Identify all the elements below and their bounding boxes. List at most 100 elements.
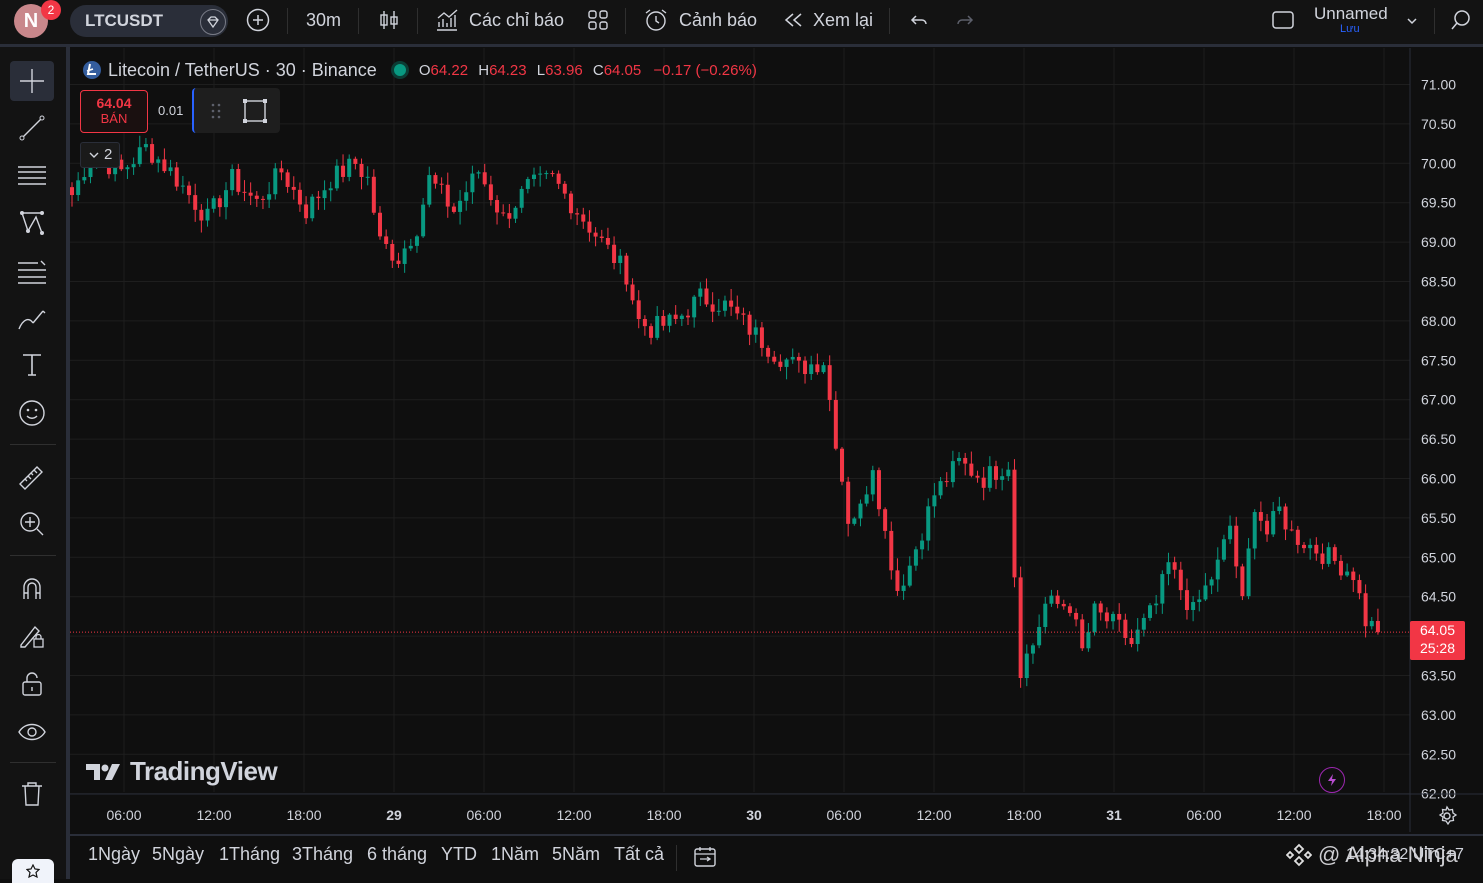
- remove-drawings-tool[interactable]: [10, 774, 54, 814]
- utc-clock[interactable]: 14:34:32 UTC+7: [1346, 846, 1464, 863]
- grid-layout-icon: [588, 10, 608, 30]
- magnet-tool[interactable]: [10, 568, 54, 608]
- candle-body: [1055, 595, 1060, 604]
- candle: [716, 298, 721, 316]
- candle: [1160, 570, 1165, 614]
- range-3m[interactable]: 3Tháng: [292, 844, 354, 864]
- candle-body: [76, 180, 81, 196]
- candle-body: [1228, 525, 1233, 540]
- brush-tool[interactable]: [10, 299, 54, 339]
- candle: [82, 166, 87, 184]
- lock-all-tool[interactable]: [10, 664, 54, 704]
- ruler-tool[interactable]: [10, 457, 54, 497]
- y-tick-label: 67.00: [1421, 392, 1456, 408]
- candle-body: [1252, 512, 1257, 549]
- forecast-icon: [18, 260, 46, 284]
- candle-body: [1154, 603, 1159, 606]
- candle: [864, 486, 869, 507]
- indicators-button[interactable]: Các chỉ báo: [434, 0, 564, 40]
- candle-body: [944, 481, 949, 483]
- candle-body: [291, 186, 296, 190]
- candlestick-chart[interactable]: 71.00 70.50 70.00 69.50 69.00 68.50 68.00 67.50…: [70, 48, 1483, 832]
- candle-body: [994, 466, 998, 480]
- candle: [513, 206, 518, 223]
- chart-type-button[interactable]: [377, 0, 401, 40]
- select-area-icon[interactable]: [240, 96, 270, 126]
- candle: [495, 195, 500, 225]
- undo-button[interactable]: [907, 0, 931, 40]
- range-1y[interactable]: 1Năm: [491, 844, 540, 864]
- object-tree-tool[interactable]: [12, 859, 54, 883]
- drag-handle-icon[interactable]: [210, 102, 222, 120]
- range-5y[interactable]: 5Năm: [552, 844, 601, 864]
- range-1m[interactable]: 1Tháng: [219, 844, 281, 864]
- candle-body: [1295, 529, 1300, 545]
- range-1d[interactable]: 1Ngày: [88, 844, 141, 864]
- candle-body: [242, 191, 247, 193]
- replay-button[interactable]: Xem lại: [781, 0, 873, 40]
- x-tick-label: 18:00: [1006, 807, 1041, 823]
- symbol-search-button[interactable]: LTCUSDT: [70, 5, 228, 37]
- interval-button[interactable]: 30m: [306, 0, 341, 40]
- crosshair-tool[interactable]: [10, 61, 54, 101]
- candle: [384, 229, 389, 249]
- candle-body: [1369, 620, 1374, 627]
- text-tool[interactable]: [10, 345, 54, 385]
- candle: [316, 190, 321, 210]
- fib-tool[interactable]: [10, 155, 54, 195]
- replay-label: Xem lại: [813, 9, 874, 30]
- diamond-icon[interactable]: [200, 9, 226, 35]
- floating-toolbar[interactable]: [192, 88, 280, 133]
- candle-body: [1030, 645, 1035, 654]
- candle-body: [433, 175, 438, 184]
- trend-line-tool[interactable]: [10, 108, 54, 148]
- candle-body: [790, 356, 795, 360]
- zoom-in-tool[interactable]: [10, 504, 54, 544]
- toolbar-separator: [1434, 8, 1435, 34]
- candle-body: [316, 196, 321, 199]
- layout-name-button[interactable]: Unnamed Lưu: [1314, 4, 1424, 38]
- candle: [568, 190, 573, 220]
- candle-body: [661, 315, 666, 326]
- sell-label: BÁN: [100, 111, 128, 126]
- x-tick-label: 06:00: [826, 807, 861, 823]
- candle: [747, 311, 752, 346]
- quick-search-button[interactable]: [1449, 0, 1473, 40]
- chevron-down-icon: [89, 152, 99, 158]
- sell-button[interactable]: 64.04 BÁN: [80, 90, 148, 133]
- chart-area[interactable]: 71.00 70.50 70.00 69.50 69.00 68.50 68.00 67.50…: [70, 48, 1483, 832]
- range-5d[interactable]: 5Ngày: [152, 844, 205, 864]
- date-range-button[interactable]: [692, 844, 718, 875]
- lightning-button[interactable]: [1319, 767, 1345, 793]
- alert-button[interactable]: Cảnh báo: [643, 0, 757, 40]
- lightning-icon: [1328, 774, 1336, 786]
- candle-body: [981, 477, 986, 488]
- range-ytd[interactable]: YTD: [441, 844, 477, 864]
- symbol-title[interactable]: Litecoin / TetherUS · 30 · Binance: [108, 59, 377, 80]
- forecast-tool[interactable]: [10, 251, 54, 291]
- lock-drawing-tool[interactable]: [10, 616, 54, 656]
- candle: [205, 198, 210, 227]
- hide-drawings-tool[interactable]: [10, 712, 54, 752]
- emoji-tool[interactable]: [10, 393, 54, 433]
- candle-body: [168, 167, 173, 172]
- chart-settings-button[interactable]: [1436, 805, 1458, 832]
- indicators-collapse-button[interactable]: 2: [80, 142, 120, 168]
- candle-body: [1061, 603, 1066, 607]
- redo-button[interactable]: [953, 0, 977, 40]
- y-tick-label: 62.50: [1421, 746, 1456, 762]
- add-symbol-button[interactable]: [245, 0, 271, 40]
- candle: [981, 466, 986, 501]
- indicators-label: Các chỉ báo: [469, 9, 565, 30]
- fullscreen-toggle[interactable]: [1270, 0, 1296, 40]
- candle: [1049, 589, 1054, 607]
- y-tick-label: 69.50: [1421, 195, 1456, 211]
- candle-body: [199, 209, 204, 221]
- range-all[interactable]: Tất cả: [614, 844, 665, 864]
- toolbar-separator: [676, 845, 677, 871]
- pattern-tool[interactable]: [10, 203, 54, 243]
- range-6m[interactable]: 6 tháng: [367, 844, 428, 864]
- layouts-button[interactable]: [586, 0, 610, 40]
- candle-body: [1123, 619, 1128, 638]
- current-price-label: 64.05 25:28: [1410, 621, 1465, 660]
